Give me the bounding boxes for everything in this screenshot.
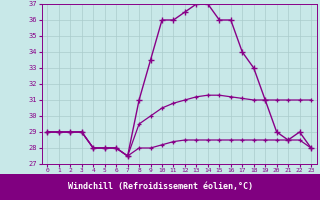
- Text: Windchill (Refroidissement éolien,°C): Windchill (Refroidissement éolien,°C): [68, 182, 252, 192]
